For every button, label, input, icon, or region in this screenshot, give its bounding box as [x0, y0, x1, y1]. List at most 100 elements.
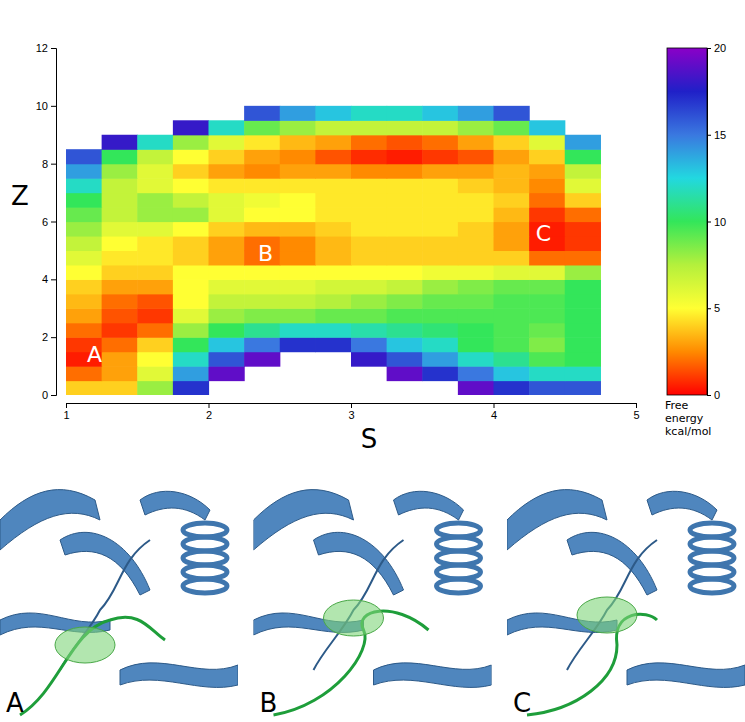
heat-cell [102, 135, 138, 150]
heat-cell [458, 352, 494, 367]
colorbar-axis-tick-mark [707, 135, 711, 136]
heat-cell [137, 352, 173, 367]
y-axis-tick-mark [51, 395, 56, 396]
loop [314, 540, 404, 670]
loop [567, 540, 657, 670]
helix-turn [183, 579, 227, 593]
heat-cell [280, 337, 316, 352]
heat-cell [565, 308, 601, 323]
heat-cell [387, 250, 423, 265]
heat-cell [173, 236, 209, 251]
heat-cell [315, 149, 351, 164]
colorbar-axis-tick-label: 15 [714, 129, 726, 141]
heat-cell [422, 236, 458, 251]
heat-cell [387, 120, 423, 135]
heat-cell [422, 135, 458, 150]
heat-cell [280, 120, 316, 135]
heat-cell [422, 265, 458, 280]
heat-cell [102, 193, 138, 208]
heat-cell [494, 308, 530, 323]
heat-cell [494, 120, 530, 135]
heat-cell [458, 135, 494, 150]
colorbar-axis-tick: 5 [707, 302, 720, 314]
x-axis-tick-mark [636, 403, 637, 408]
structure-panel: A [0, 480, 238, 720]
heat-cell [173, 265, 209, 280]
heat-cell [244, 279, 280, 294]
heat-cell [351, 250, 387, 265]
heat-cell [565, 337, 601, 352]
y-axis-tick: 8 [42, 158, 56, 170]
heat-cell [494, 149, 530, 164]
heat-cell [422, 164, 458, 179]
heat-cell [280, 106, 316, 121]
heat-cell [458, 337, 494, 352]
heat-cell [173, 164, 209, 179]
heat-cell [66, 381, 102, 395]
x-axis-tick-label: 5 [633, 409, 639, 421]
heat-cell [422, 308, 458, 323]
heat-cell [280, 164, 316, 179]
heat-cell [209, 366, 245, 381]
x-axis-tick-mark [66, 403, 67, 408]
panel-label: C [513, 688, 531, 718]
heat-cell [137, 178, 173, 193]
colorbar-axis-tick: 0 [707, 389, 720, 401]
heat-cell [102, 279, 138, 294]
annotation: C [536, 221, 551, 246]
structure-panel: B [254, 480, 492, 720]
activation-loop [20, 617, 165, 715]
heat-cell [458, 222, 494, 237]
heat-cell [66, 250, 102, 265]
heat-cell [565, 164, 601, 179]
heat-cell [422, 149, 458, 164]
heat-cell [209, 149, 245, 164]
residue-surface [577, 597, 637, 633]
heat-cell [529, 250, 565, 265]
heat-cell [102, 323, 138, 338]
helix-turn [690, 579, 734, 593]
x-axis-tick-label: 2 [206, 409, 212, 421]
x-axis-tick-mark [351, 403, 352, 408]
x-axis-tick: 1 [63, 403, 69, 421]
heat-cell [173, 381, 209, 395]
y-axis-line [51, 49, 57, 396]
heat-cell [244, 337, 280, 352]
heat-cell [280, 178, 316, 193]
heat-cell [422, 279, 458, 294]
heat-cell [565, 135, 601, 150]
panel-ground [0, 480, 238, 720]
heat-cell [209, 352, 245, 367]
ribbon [140, 491, 210, 520]
heat-cell [494, 352, 530, 367]
x-axis-tick-mark [494, 403, 495, 408]
heat-cell [315, 207, 351, 222]
heat-cell [458, 164, 494, 179]
heat-cell [280, 294, 316, 309]
panel-ground [254, 480, 492, 720]
heat-cell [458, 250, 494, 265]
heat-cell [565, 381, 601, 395]
heat-cell [387, 352, 423, 367]
heat-cell [137, 265, 173, 280]
heat-cell [137, 236, 173, 251]
ribbon [120, 663, 238, 688]
colorbar [667, 48, 707, 395]
heat-cell [315, 265, 351, 280]
heat-cell [565, 250, 601, 265]
heat-cell [529, 308, 565, 323]
heat-cell [529, 381, 565, 395]
heat-cell [66, 323, 102, 338]
heat-cell [102, 164, 138, 179]
heat-cell [351, 265, 387, 280]
heat-cell [244, 164, 280, 179]
heat-cell [494, 337, 530, 352]
ribbon [567, 532, 657, 595]
heat-cell [315, 106, 351, 121]
heat-cell [529, 120, 565, 135]
heat-cell [244, 120, 280, 135]
heat-cell [458, 120, 494, 135]
heat-cell [244, 193, 280, 208]
heat-cell [315, 250, 351, 265]
heat-cell [209, 135, 245, 150]
